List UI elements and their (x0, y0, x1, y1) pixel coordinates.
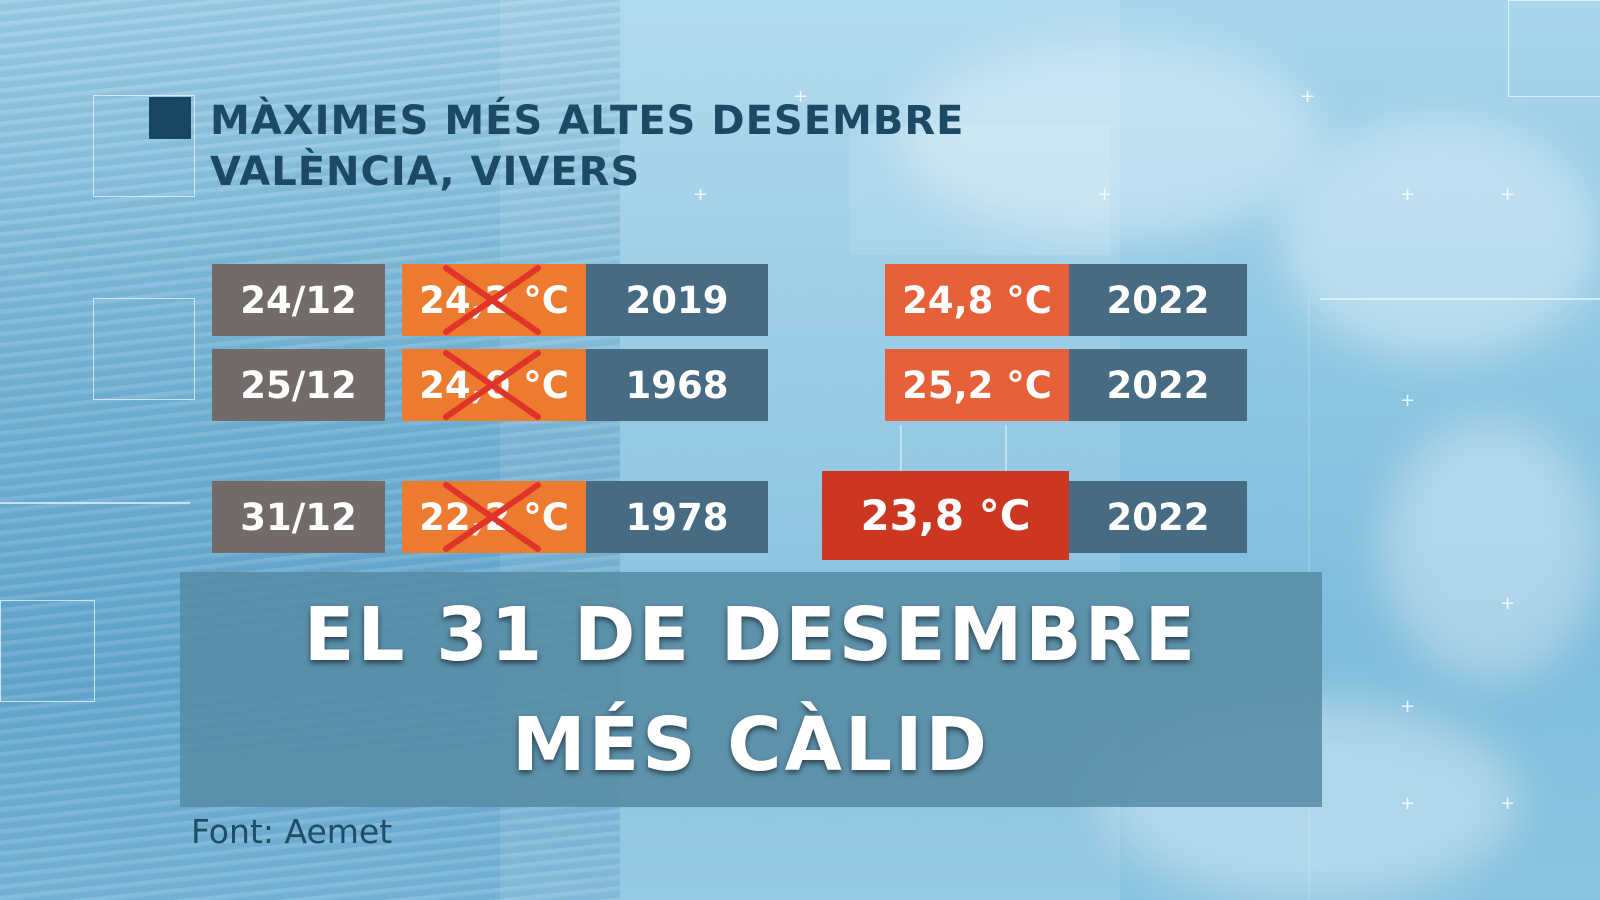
new-record-year: 2022 (1069, 349, 1247, 421)
plus-decoration: + (1500, 793, 1516, 814)
headline-banner: EL 31 DE DESEMBRE MÉS CÀLID (180, 572, 1322, 807)
frame-outline (0, 600, 95, 702)
plus-decoration: + (1300, 86, 1316, 107)
plus-decoration: + (793, 86, 809, 107)
old-record-temp-value: 24,0 °C (419, 363, 569, 407)
headline-line-1: EL 31 DE DESEMBRE (303, 591, 1199, 678)
plus-decoration: + (1097, 184, 1113, 205)
highlighted-record-temp: 23,8 °C (822, 471, 1069, 560)
old-record-year: 1978 (586, 481, 768, 553)
background-panel (850, 125, 1110, 255)
new-record-year: 2022 (1069, 481, 1247, 553)
graphic-title: MÀXIMES MÉS ALTES DESEMBRE VALÈNCIA, VIV… (210, 96, 964, 198)
cloud (1280, 120, 1600, 360)
grid-line (900, 425, 902, 485)
plus-decoration: + (1400, 696, 1416, 717)
plus-decoration: + (1400, 390, 1416, 411)
cloud (900, 40, 1320, 240)
record-date: 24/12 (212, 264, 385, 336)
plus-decoration: + (1400, 184, 1416, 205)
frame-outline (1508, 0, 1600, 97)
grid-line (1320, 298, 1600, 300)
old-record-temp-value: 22,2 °C (419, 495, 569, 539)
plus-decoration: + (1500, 593, 1516, 614)
title-line-2: VALÈNCIA, VIVERS (210, 149, 641, 195)
plus-decoration: + (1400, 793, 1416, 814)
old-record-temp: 24,2 °C (402, 264, 586, 336)
cloud (1380, 420, 1600, 680)
old-record-year: 2019 (586, 264, 768, 336)
grid-line (1005, 425, 1007, 485)
frame-outline (93, 95, 195, 197)
old-record-temp: 22,2 °C (402, 481, 586, 553)
record-date: 31/12 (212, 481, 385, 553)
grid-line (0, 502, 190, 504)
frame-outline (93, 298, 195, 400)
plus-decoration: + (693, 184, 709, 205)
new-record-year: 2022 (1069, 264, 1247, 336)
old-record-year: 1968 (586, 349, 768, 421)
plus-decoration: + (1500, 184, 1516, 205)
new-record-temp: 24,8 °C (885, 264, 1069, 336)
headline-line-2: MÉS CÀLID (512, 701, 990, 788)
record-date: 25/12 (212, 349, 385, 421)
old-record-temp: 24,0 °C (402, 349, 586, 421)
title-marker (149, 97, 191, 139)
source-credit: Font: Aemet (191, 812, 393, 851)
old-record-temp-value: 24,2 °C (419, 278, 569, 322)
title-line-1: MÀXIMES MÉS ALTES DESEMBRE (210, 98, 965, 144)
new-record-temp: 25,2 °C (885, 349, 1069, 421)
